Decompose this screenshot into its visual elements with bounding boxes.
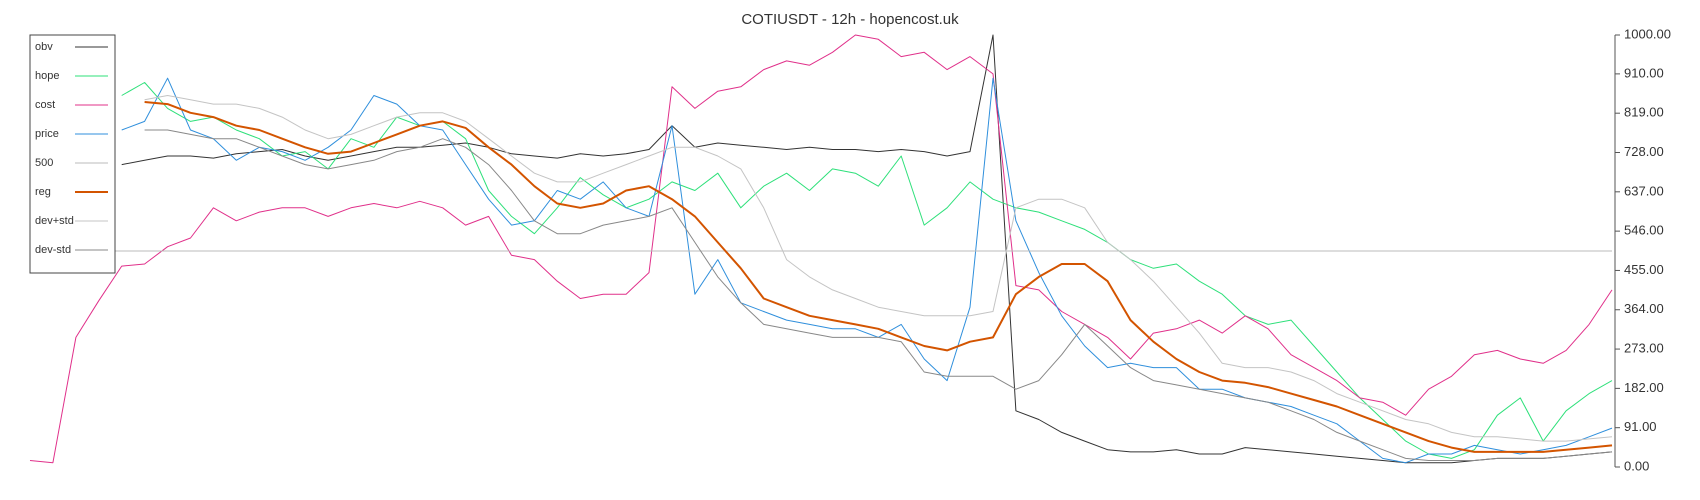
- y-tick-label: 455.00: [1624, 262, 1664, 277]
- series-line: [121, 77, 1613, 464]
- legend-label: cost: [35, 99, 55, 111]
- series-line: [144, 129, 1613, 461]
- legend-box: [29, 34, 116, 274]
- y-tick-label: 364.00: [1624, 301, 1664, 316]
- series-line: [144, 95, 1613, 442]
- series-line: [121, 34, 1613, 464]
- y-tick-label: 1000.00: [1624, 26, 1671, 41]
- y-tick-label: 182.00: [1624, 380, 1664, 395]
- legend-label: obv: [35, 41, 53, 53]
- legend-label: 500: [35, 157, 53, 169]
- y-tick-label: 546.00: [1624, 223, 1664, 238]
- legend-label: price: [35, 128, 59, 140]
- y-tick-label: 0.00: [1624, 458, 1649, 473]
- y-tick-label: 728.00: [1624, 144, 1664, 159]
- legend-label: dev-std: [35, 244, 71, 256]
- legend-label: dev+std: [35, 215, 74, 227]
- legend-label: reg: [35, 186, 51, 198]
- legend: obv hope cost price 500 reg dev+std dev-std: [29, 34, 116, 274]
- y-tick-label: 91.00: [1624, 419, 1657, 434]
- series-line: [144, 101, 1613, 453]
- series-line: [121, 82, 1613, 459]
- y-tick-label: 637.00: [1624, 183, 1664, 198]
- chart-title: COTIUSDT - 12h - hopencost.uk: [741, 11, 959, 28]
- y-tick-label: 819.00: [1624, 105, 1664, 120]
- y-tick-label: 273.00: [1624, 341, 1664, 356]
- series-line: [29, 34, 1613, 464]
- legend-label: hope: [35, 70, 59, 82]
- y-tick-label: 910.00: [1624, 65, 1664, 80]
